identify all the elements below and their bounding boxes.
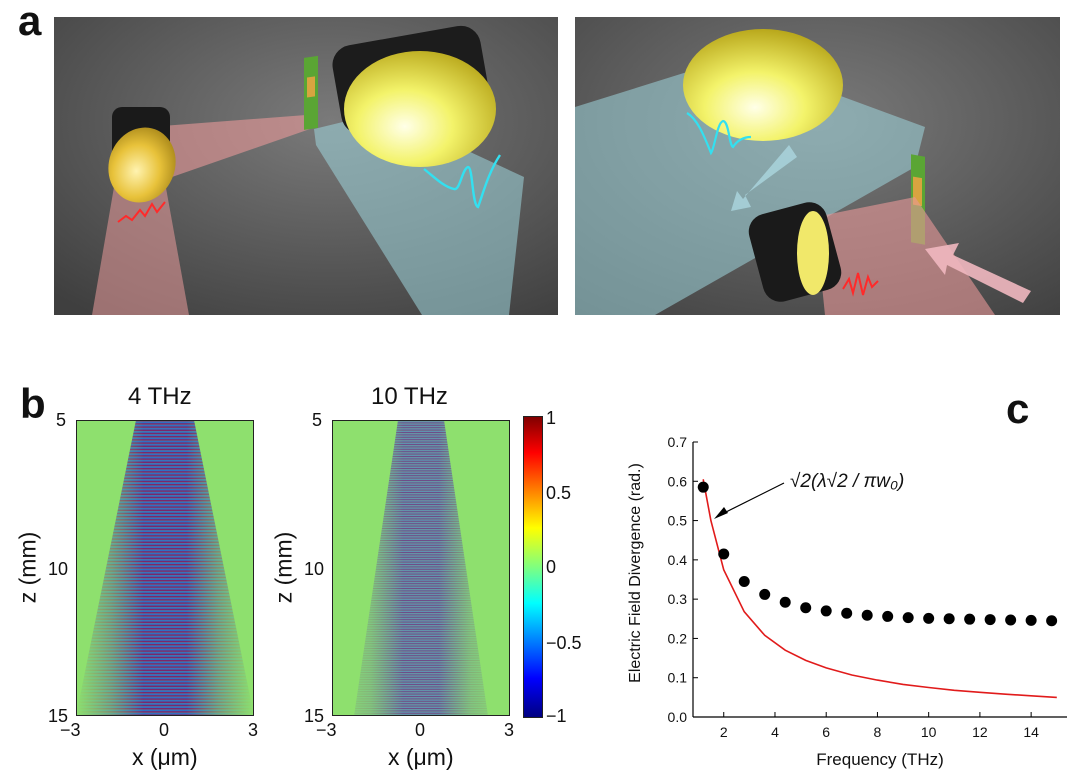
data-point <box>759 588 771 600</box>
ytick-label: 0.7 <box>668 434 688 450</box>
colorbar-tick-1: 1 <box>546 408 557 428</box>
xtick-minus3: −3 <box>60 720 81 740</box>
colorbar-tick-0: 0 <box>546 557 557 577</box>
xtick-3: 3 <box>248 720 259 740</box>
thz-beam <box>314 112 524 315</box>
annotation-arrow <box>719 482 785 516</box>
data-point <box>861 609 873 621</box>
pump-beam <box>92 177 189 315</box>
xtick-0: 0 <box>159 720 170 740</box>
xtick-label: 10 <box>921 724 937 740</box>
colorbar-tick-0.5: 0.5 <box>546 483 572 503</box>
annotation-arrowhead <box>714 507 728 519</box>
ytick-label: 0.5 <box>668 513 688 529</box>
chart-xlabel: Frequency (THz) <box>816 750 944 769</box>
annotation-formula: √2(λ√2 / πw₀) <box>790 471 904 492</box>
ytick-label: 0.4 <box>668 552 688 568</box>
colorbar-tick-minus0.5: −0.5 <box>546 633 582 653</box>
incoming-arrow-icon <box>925 243 1031 303</box>
data-point <box>943 613 955 625</box>
field-map-4thz <box>76 420 254 716</box>
field-map-10thz <box>332 420 510 716</box>
data-point <box>697 481 709 493</box>
thz-waveform-icon <box>423 154 501 209</box>
panel-label-a: a <box>18 0 42 44</box>
ytick-label: 0.1 <box>668 670 688 686</box>
ytick-15: 15 <box>48 706 69 726</box>
data-point <box>923 612 935 624</box>
xlabel-map2: x (μm) <box>388 744 454 770</box>
colorbar <box>523 416 543 718</box>
data-point <box>779 596 791 608</box>
map-title-10thz: 10 THz <box>371 383 448 410</box>
colorbar-tick-minus1: −1 <box>546 706 567 726</box>
optical-pulse-icon <box>842 272 879 297</box>
data-point <box>820 605 832 617</box>
scene-emission <box>54 17 558 315</box>
ytick-10: 10 <box>304 559 325 579</box>
data-point <box>800 602 812 614</box>
large-parabolic-mirror <box>344 51 496 167</box>
scene-detection <box>575 17 1060 315</box>
ytick-10: 10 <box>48 559 69 579</box>
ytick-label: 0.6 <box>668 473 688 489</box>
xtick-3: 3 <box>504 720 515 740</box>
xlabel-map1: x (μm) <box>132 744 198 770</box>
data-point <box>902 612 914 624</box>
data-point <box>1025 614 1037 626</box>
ylabel-map2: z (mm) <box>270 531 297 604</box>
chart-ylabel: Electric Field Divergence (rad.) <box>627 463 644 683</box>
data-point <box>964 613 976 625</box>
thz-waveform-icon <box>686 112 752 156</box>
pump-beam-focus <box>149 115 310 177</box>
xtick-label: 6 <box>822 724 830 740</box>
ytick-label: 0.0 <box>668 709 688 725</box>
panel-label-c: c <box>1006 385 1030 432</box>
data-point <box>841 607 853 619</box>
ytick-5: 5 <box>312 410 323 430</box>
divergence-chart: 0.0 0.1 0.2 0.3 0.4 0.5 0.6 0.7 2 4 6 8 10 12 14 √2(λ√… <box>627 434 1067 769</box>
xtick-label: 8 <box>874 724 882 740</box>
outgoing-arrow-icon <box>731 145 797 211</box>
ytick-label: 0.3 <box>668 591 688 607</box>
xtick-label: 14 <box>1023 724 1039 740</box>
ytick-label: 0.2 <box>668 630 688 646</box>
data-point <box>1005 614 1017 626</box>
xtick-label: 12 <box>972 724 988 740</box>
small-parabolic-mirror <box>797 211 829 295</box>
xtick-0: 0 <box>415 720 426 740</box>
xtick-label: 4 <box>771 724 779 740</box>
xtick-minus3: −3 <box>316 720 337 740</box>
panel-label-b: b <box>20 380 46 427</box>
data-point <box>718 548 730 560</box>
model-curve <box>702 479 1057 699</box>
large-parabolic-mirror <box>683 29 843 141</box>
ytick-15: 15 <box>304 706 325 726</box>
ylabel-map1: z (mm) <box>14 531 41 604</box>
small-parabolic-mirror <box>108 127 176 203</box>
optical-pulse-icon <box>117 201 166 223</box>
data-point <box>738 575 750 587</box>
data-point <box>984 614 996 626</box>
data-point <box>1046 615 1058 627</box>
xtick-label: 2 <box>720 724 728 740</box>
map-title-4thz: 4 THz <box>128 383 192 410</box>
data-point <box>882 610 894 622</box>
thz-beam <box>575 57 925 315</box>
emitter-antenna <box>307 76 315 98</box>
ytick-5: 5 <box>56 410 67 430</box>
